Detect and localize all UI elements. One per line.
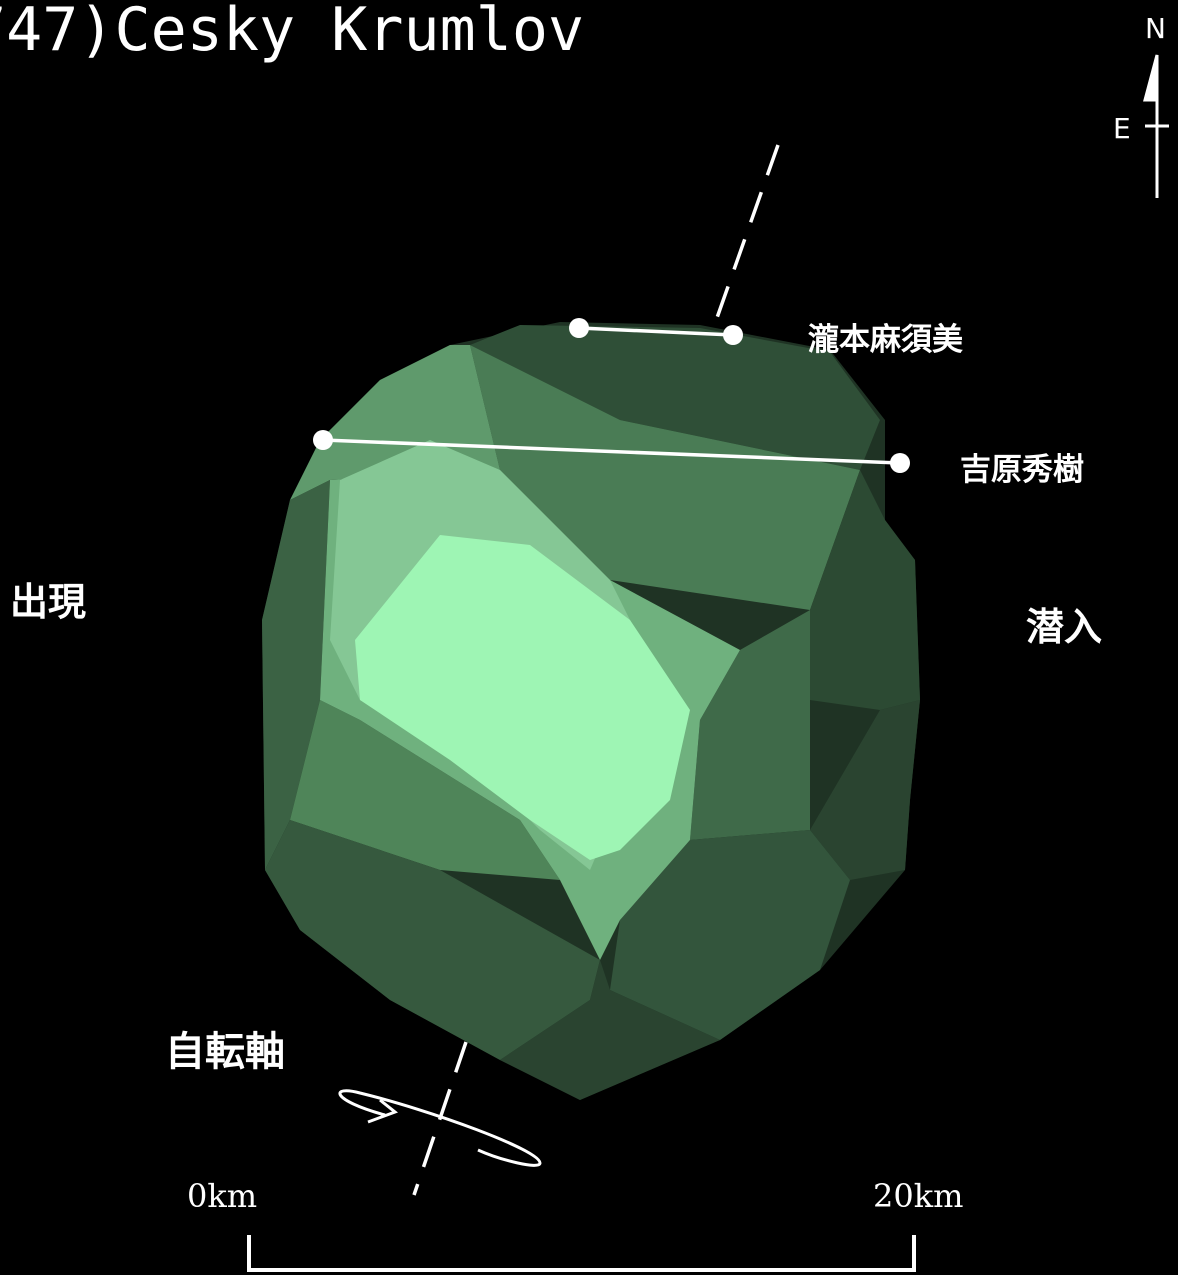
chord-end-point [890,453,910,473]
chord-line [578,326,734,337]
chord-start-point [569,318,589,338]
compass-east-label: E [1113,112,1131,145]
disappear-label: 潜入 [1026,605,1102,649]
asteroid-facet [470,325,880,470]
asteroid-facet [690,610,810,840]
rotation-axis-label: 自転軸 [165,1029,285,1075]
scale-end-label: 20km [873,1177,963,1215]
observer-name: 瀧本麻須美 [808,322,963,358]
observer-name: 吉原秀樹 [960,452,1084,488]
asteroid-facet [810,700,920,880]
asteroid-facet [610,830,850,1040]
asteroid-facet [500,960,720,1100]
asteroid-facet [262,480,330,870]
asteroid-bright-facet [355,535,690,860]
compass-arrow-icon [1143,54,1159,102]
compass [1143,54,1169,198]
rotation-axis-top [710,144,780,333]
diagram-title: 747)Cesky Krumlov [0,0,584,65]
scale-bar [247,1235,916,1272]
asteroid-facet [810,470,920,710]
spin-direction-arrow-icon [338,1089,542,1167]
observer-chord-1: 瀧本麻須美 [569,318,963,358]
scale-start-label: 0km [187,1177,257,1215]
observer-chord-2: 吉原秀樹 [313,430,1084,488]
chord-line [322,438,901,465]
asteroid-shape [262,322,920,1100]
chord-start-point [313,430,333,450]
chord-end-point [723,325,743,345]
asteroid-facet [470,345,860,610]
compass-north-label: N [1145,12,1166,45]
rotation-axis [412,144,780,1196]
spin-ellipse [338,1089,542,1167]
appear-label: 出現 [10,580,86,624]
spin-arrowhead [367,1098,399,1124]
asteroid-facet [265,820,600,1060]
rotation-axis-bottom [412,1041,468,1196]
asteroid-facet [290,700,560,880]
